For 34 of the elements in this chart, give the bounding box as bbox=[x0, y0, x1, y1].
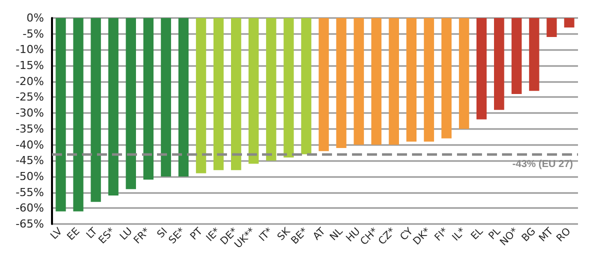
x-tick-label: IT* bbox=[257, 226, 276, 244]
x-tick-label: FR* bbox=[132, 226, 152, 246]
y-tick-label: -50% bbox=[16, 170, 44, 183]
y-tick-label: -25% bbox=[16, 90, 44, 104]
x-tick-label: LV bbox=[48, 226, 65, 242]
x-tick-label: RO bbox=[554, 226, 574, 244]
y-tick-label: -65% bbox=[16, 218, 44, 230]
x-tick-label: DK* bbox=[411, 226, 433, 248]
x-tick-label: FI* bbox=[432, 226, 450, 244]
y-tick-label: -60% bbox=[16, 202, 44, 215]
y-tick-label: -40% bbox=[16, 138, 44, 152]
x-tick-label: MT bbox=[537, 225, 556, 244]
x-tick-label: BE* bbox=[290, 226, 310, 247]
x-tick-label: EL bbox=[469, 226, 486, 242]
y-tick-label: -15% bbox=[16, 59, 44, 72]
x-tick-label: IL* bbox=[450, 226, 468, 244]
y-tick-label: -45% bbox=[16, 154, 44, 168]
y-tick-label: -20% bbox=[16, 74, 44, 88]
y-tick-label: 0% bbox=[26, 12, 44, 24]
x-tick-label: NL bbox=[328, 226, 346, 244]
x-tick-label: SI bbox=[156, 226, 170, 240]
y-tick-label: -30% bbox=[16, 106, 44, 120]
x-tick-label: PT bbox=[188, 225, 206, 242]
y-tick-label: -55% bbox=[16, 186, 44, 199]
x-tick-label: LU bbox=[118, 226, 135, 243]
ref-line-label: -43% (EU 27) bbox=[512, 158, 573, 170]
x-tick-label: BG bbox=[520, 226, 538, 244]
x-tick-label: AT bbox=[311, 225, 328, 242]
y-tick-label: -10% bbox=[16, 43, 44, 56]
x-tick-label: SE* bbox=[167, 226, 188, 246]
x-tick-label: ES* bbox=[97, 226, 118, 246]
y-tick-label: -35% bbox=[16, 122, 44, 136]
x-tick-label: EE bbox=[65, 226, 82, 243]
y-tick-label: -5% bbox=[22, 27, 44, 40]
